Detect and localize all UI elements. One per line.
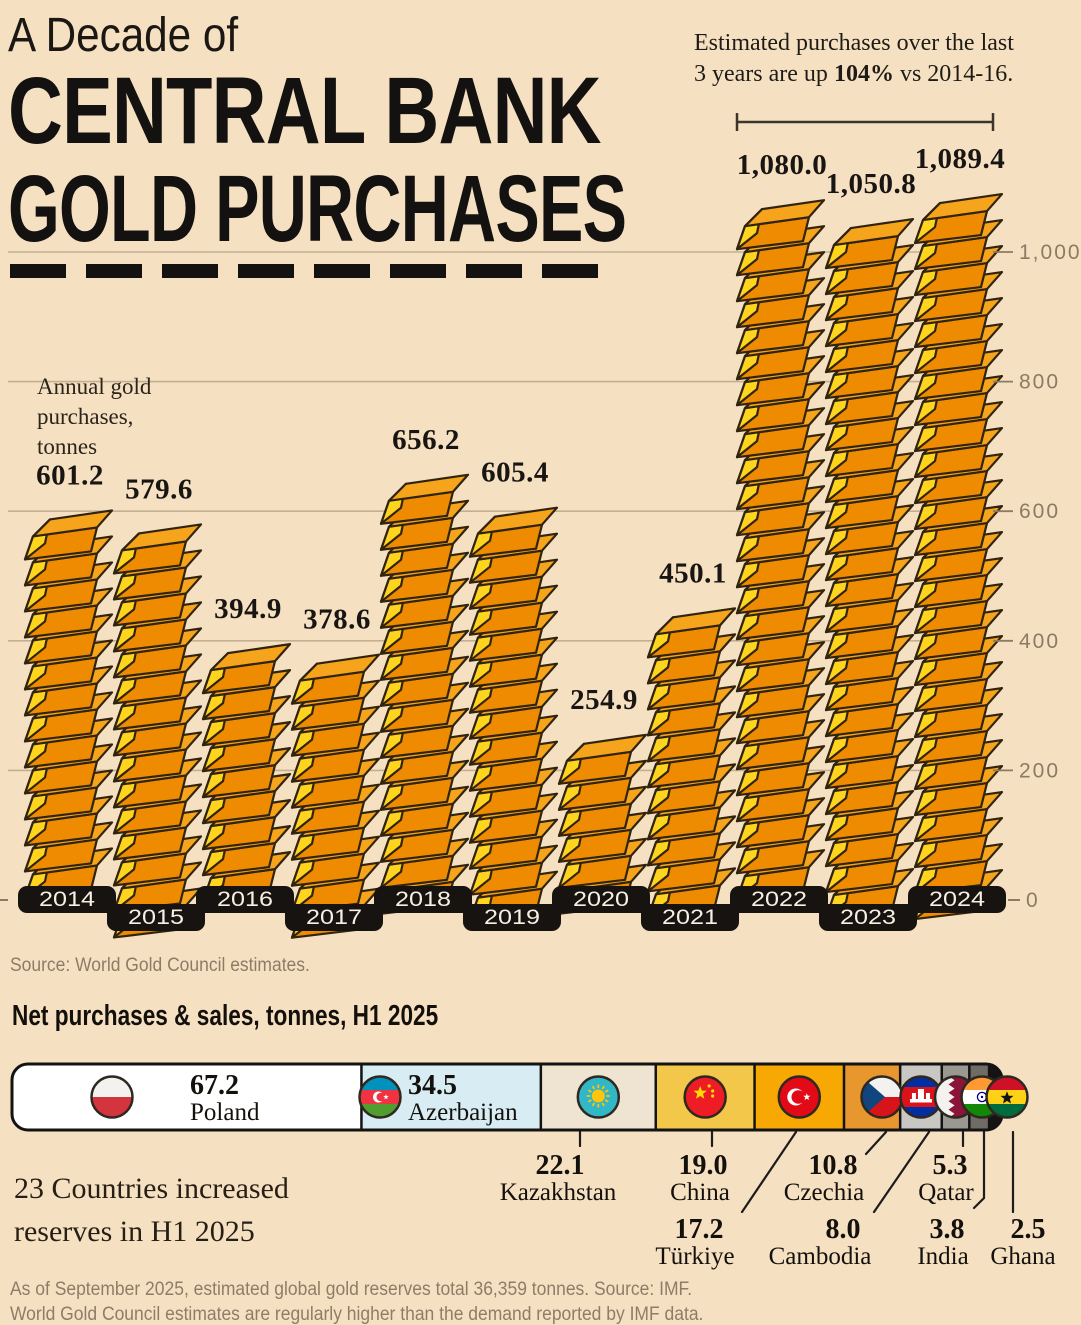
bar-stack-2023 [824, 217, 915, 920]
value-label-2023: 1,050.8 [826, 168, 917, 200]
countries-note: 23 Countries increased reserves in H1 20… [14, 1172, 289, 1248]
year-pill-2023: 2023 [819, 904, 917, 931]
bar-stack-2014 [23, 509, 114, 899]
svg-text:2020: 2020 [573, 888, 629, 911]
gold-bar-stacks [23, 192, 1004, 939]
svg-text:3.8: 3.8 [930, 1214, 965, 1245]
svg-text:Kazakhstan: Kazakhstan [500, 1179, 617, 1206]
svg-text:Poland: Poland [190, 1099, 260, 1126]
year-pill-2021: 2021 [641, 904, 739, 931]
year-pill-2015: 2015 [107, 904, 205, 931]
svg-text:Azerbaijan: Azerbaijan [408, 1099, 518, 1126]
svg-text:17.2: 17.2 [675, 1214, 724, 1245]
svg-text:Qatar: Qatar [918, 1179, 974, 1206]
bar-stack-2015 [112, 523, 203, 939]
title-line-2: CENTRAL BANK [8, 58, 602, 164]
bar-stack-2024 [913, 192, 1004, 921]
flag-ring [358, 1075, 402, 1119]
svg-text:5.3: 5.3 [933, 1150, 968, 1181]
svg-text:2016: 2016 [217, 888, 273, 911]
year-pill-2020: 2020 [552, 886, 650, 913]
leader-lines [578, 1130, 1015, 1214]
svg-text:2017: 2017 [306, 906, 362, 929]
chart-annotation: Estimated purchases over the last 3 year… [694, 28, 1014, 90]
svg-text:Türkiye: Türkiye [655, 1243, 734, 1270]
flag-ring [90, 1075, 134, 1119]
year-pill-2014: 2014 [18, 886, 116, 913]
value-label-2018: 656.2 [392, 424, 460, 456]
svg-text:10.8: 10.8 [809, 1150, 858, 1181]
year-pill-2018: 2018 [374, 886, 472, 913]
svg-text:India: India [917, 1243, 968, 1270]
svg-text:Cambodia: Cambodia [769, 1243, 872, 1270]
svg-text:2022: 2022 [751, 888, 807, 911]
svg-text:2019: 2019 [484, 906, 540, 929]
value-label-2022: 1,080.0 [737, 149, 828, 181]
svg-text:22.1: 22.1 [536, 1150, 585, 1181]
value-label-2019: 605.4 [481, 457, 549, 489]
flag-ring [576, 1075, 621, 1119]
svg-text:2014: 2014 [39, 888, 95, 911]
svg-text:China: China [670, 1179, 730, 1206]
svg-text:400: 400 [1019, 630, 1060, 653]
year-pill-2016: 2016 [196, 886, 294, 913]
bar-stack-2016 [201, 643, 292, 903]
svg-text:2.5: 2.5 [1011, 1214, 1046, 1245]
svg-text:200: 200 [1019, 759, 1060, 782]
title-line-1: A Decade of [8, 9, 239, 62]
y-axis-title: Annual gold purchases, tonnes [37, 374, 152, 459]
svg-text:Czechia: Czechia [784, 1179, 865, 1206]
svg-text:0: 0 [1026, 889, 1040, 912]
bar-stack-2019 [468, 506, 559, 922]
svg-text:Ghana: Ghana [990, 1243, 1055, 1270]
bar-stack-2017 [290, 653, 381, 939]
bracket-last-3-years [735, 113, 995, 131]
value-label-2014: 601.2 [36, 459, 104, 491]
value-label-2016: 394.9 [214, 593, 282, 625]
year-pill-2019: 2019 [463, 904, 561, 931]
svg-text:600: 600 [1019, 500, 1060, 523]
svg-text:1,000: 1,000 [1019, 241, 1081, 264]
svg-text:2021: 2021 [662, 906, 718, 929]
svg-text:2015: 2015 [128, 906, 184, 929]
flag-ring [683, 1075, 727, 1119]
svg-text:8.0: 8.0 [826, 1214, 861, 1245]
value-label-2021: 450.1 [659, 557, 727, 589]
svg-text:34.5: 34.5 [408, 1070, 457, 1101]
value-label-2024: 1,089.4 [915, 143, 1006, 175]
flag-ring [985, 1075, 1029, 1119]
annotation-line-1: Estimated purchases over the last [694, 30, 1014, 56]
flag-poland-icon [91, 1076, 133, 1118]
footnote: As of September 2025, estimated global g… [10, 1279, 704, 1325]
svg-text:19.0: 19.0 [679, 1150, 728, 1181]
segment-poland [12, 1064, 362, 1130]
year-pill-2024: 2024 [908, 886, 1006, 913]
svg-text:2018: 2018 [395, 888, 451, 911]
value-label-2017: 378.6 [303, 604, 371, 636]
bar-stack-2022 [735, 199, 826, 901]
source-note: Source: World Gold Council estimates. [10, 955, 310, 976]
value-label-2020: 254.9 [570, 684, 638, 716]
flag-ring [777, 1075, 822, 1119]
year-pill-2022: 2022 [730, 886, 828, 913]
annotation-pct: 104% [833, 61, 894, 87]
title-underline [10, 264, 614, 278]
bar-stack-2021 [646, 607, 737, 919]
bar-stack-2018 [379, 473, 470, 915]
section-heading: Net purchases & sales, tonnes, H1 2025 [12, 1000, 439, 1032]
flag-czechia-icon [861, 1076, 903, 1118]
annotation-line-2: 3 years are up 104% vs 2014-16. [694, 61, 1014, 87]
svg-text:2024: 2024 [929, 888, 985, 911]
svg-text:800: 800 [1019, 371, 1060, 394]
svg-text:2023: 2023 [840, 906, 896, 929]
svg-text:67.2: 67.2 [190, 1070, 239, 1101]
year-pill-2017: 2017 [285, 904, 383, 931]
chart-labels: 0 200 400 600 800 1,000 2014 2015 2016 2017 2018 20… [18, 113, 1081, 931]
title-line-3: GOLD PURCHASES [8, 156, 627, 262]
value-label-2015: 579.6 [125, 473, 193, 505]
